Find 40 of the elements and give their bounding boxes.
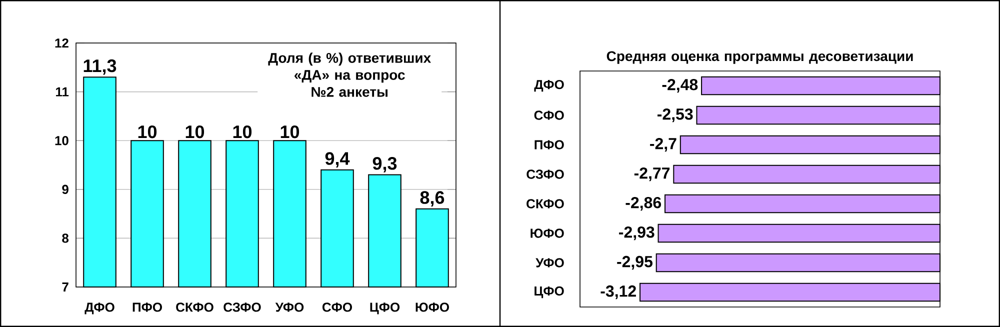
data-label: -2,95	[617, 256, 652, 270]
y-tick-label: ПФО	[534, 140, 564, 150]
data-label: 9,3	[372, 157, 397, 172]
data-label: 10	[280, 125, 300, 138]
x-tick-label: СКФО	[176, 302, 214, 312]
y-tick-label: УФО	[536, 258, 564, 268]
y-tick-label: 9	[62, 184, 68, 194]
x-tick-label: ПФО	[132, 302, 162, 312]
y-tick-label: 11	[56, 87, 69, 96]
chart-title: Средняя оценка программы десоветизации	[606, 51, 913, 64]
data-label: 10	[138, 125, 157, 138]
data-label: 8,6	[420, 191, 444, 207]
text: Доля (в %) ответивших «ДА» на вопрос №2 анкеты	[268, 52, 431, 97]
data-label: -2,7	[650, 138, 676, 152]
y-tick-label: 10	[55, 136, 68, 146]
data-label: -2,93	[619, 226, 654, 240]
x-tick-label: УФО	[275, 302, 304, 312]
data-label: 10	[186, 125, 204, 138]
data-label: -2,86	[626, 196, 662, 211]
x-tick-label: ДФО	[84, 302, 114, 314]
y-tick-label: ЮФО	[530, 228, 564, 238]
y-tick-label: ЦФО	[534, 286, 564, 298]
data-label: -2,77	[634, 167, 670, 182]
y-tick-label: 12	[55, 38, 68, 48]
y-tick-label: СЗФО	[526, 170, 564, 179]
x-tick-label: ЦФО	[370, 302, 400, 314]
x-tick-label: СФО	[322, 302, 352, 312]
y-tick-label: ДФО	[534, 80, 564, 92]
data-label: 9,4	[325, 152, 350, 168]
data-label: 11,3	[84, 59, 116, 75]
y-tick-label: 7	[62, 282, 68, 292]
data-label: 10	[233, 125, 252, 138]
data-label: -2,48	[662, 78, 698, 93]
x-tick-label: ЮФО	[416, 302, 449, 312]
data-label: -2,53	[657, 108, 693, 122]
y-tick-label: СФО	[534, 110, 564, 120]
y-tick-label: СКФО	[526, 199, 564, 208]
x-tick-label: СЗФО	[224, 302, 261, 312]
y-tick-label: 8	[62, 234, 69, 243]
data-label: -3,12	[600, 285, 636, 300]
